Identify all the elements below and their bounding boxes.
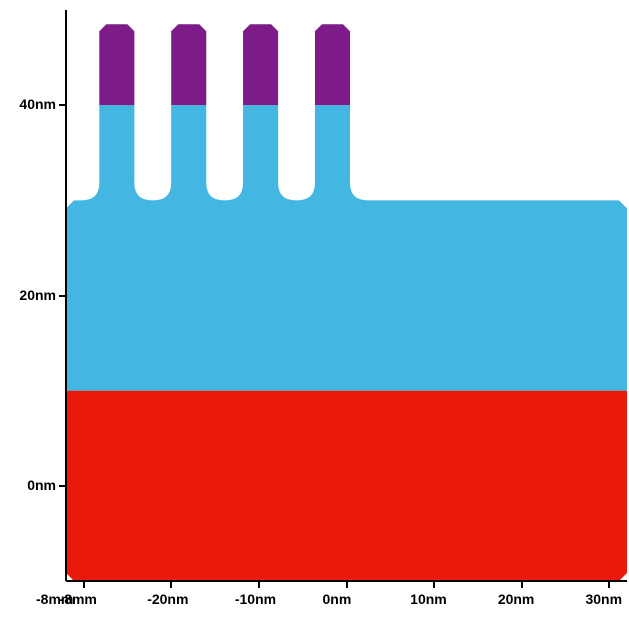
x-tick [346, 581, 348, 588]
x-tick-label: -20nm [147, 591, 188, 607]
x-edge-label: -8mm [36, 591, 73, 607]
fin-cap-3 [315, 24, 350, 105]
y-tick-label: 40nm [19, 96, 56, 112]
x-tick [521, 581, 523, 588]
fin-cap-1 [171, 24, 206, 105]
plot-area [0, 0, 629, 612]
y-tick-label: 20nm [19, 287, 56, 303]
x-tick-label: 0nm [323, 591, 352, 607]
diagram-svg [0, 0, 629, 612]
x-tick [433, 581, 435, 588]
x-tick [170, 581, 172, 588]
substrate-layer [66, 391, 627, 581]
x-tick [83, 581, 85, 588]
y-tick [59, 485, 66, 487]
x-tick-label: 30nm [585, 591, 622, 607]
fin-cap-2 [243, 24, 278, 105]
y-tick [59, 104, 66, 106]
x-tick-label: 10nm [410, 591, 447, 607]
x-tick [258, 581, 260, 588]
x-tick-label: 20nm [498, 591, 535, 607]
base-layer [66, 105, 627, 391]
x-tick [608, 581, 610, 588]
y-tick [59, 295, 66, 297]
y-tick-label: 0nm [27, 477, 56, 493]
fin-cap-0 [99, 24, 134, 105]
x-tick-label: -10nm [235, 591, 276, 607]
